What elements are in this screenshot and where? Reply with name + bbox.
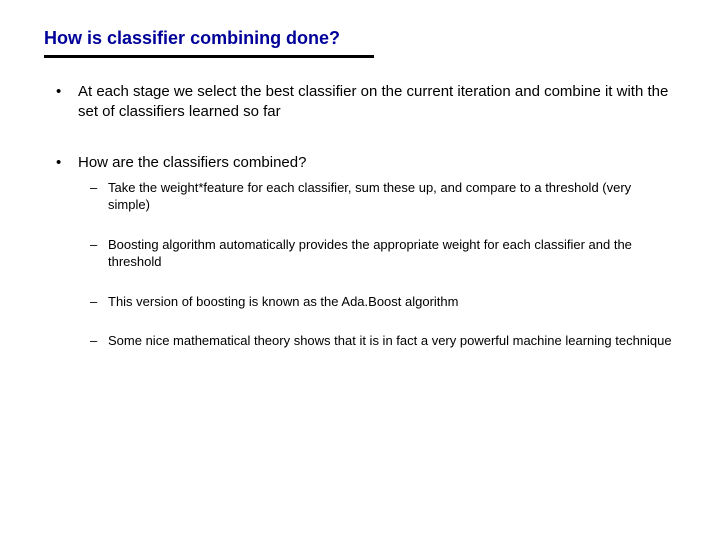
sub-bullet-text: This version of boosting is known as the… [108, 294, 458, 309]
bullet-list: At each stage we select the best classif… [44, 82, 676, 350]
sub-bullet-item: This version of boosting is known as the… [78, 293, 676, 311]
slide: How is classifier combining done? At eac… [0, 0, 720, 540]
sub-bullet-text: Some nice mathematical theory shows that… [108, 333, 672, 348]
title-underline [44, 55, 374, 58]
sub-bullet-item: Take the weight*feature for each classif… [78, 179, 676, 214]
bullet-item: How are the classifiers combined? Take t… [44, 153, 676, 351]
slide-title: How is classifier combining done? [44, 28, 676, 49]
sub-bullet-item: Boosting algorithm automatically provide… [78, 236, 676, 271]
bullet-text: At each stage we select the best classif… [78, 83, 668, 120]
bullet-text: How are the classifiers combined? [78, 154, 306, 171]
sub-bullet-text: Take the weight*feature for each classif… [108, 180, 631, 213]
sub-bullet-list: Take the weight*feature for each classif… [78, 179, 676, 350]
sub-bullet-text: Boosting algorithm automatically provide… [108, 237, 632, 270]
bullet-item: At each stage we select the best classif… [44, 82, 676, 123]
sub-bullet-item: Some nice mathematical theory shows that… [78, 332, 676, 350]
